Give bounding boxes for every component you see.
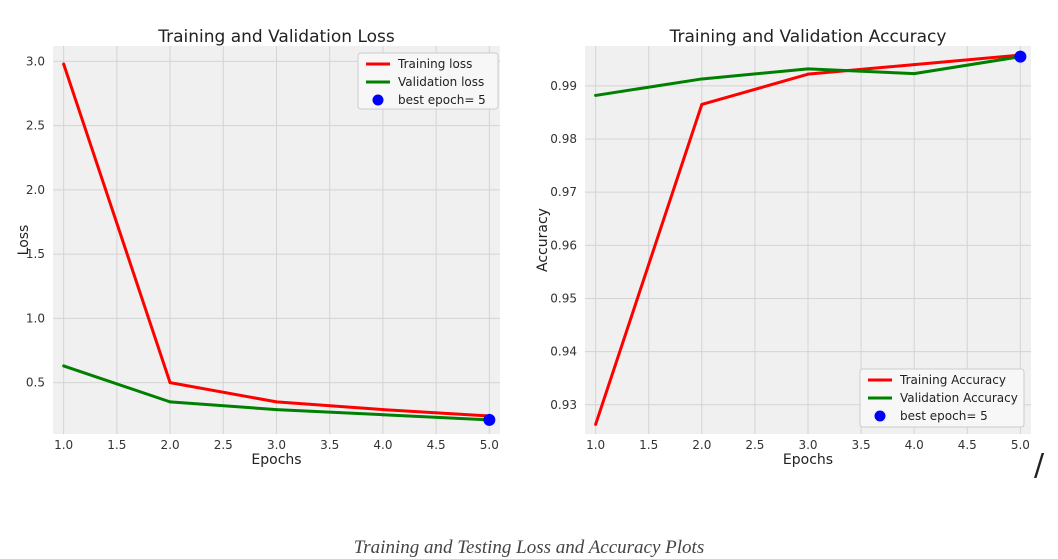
x-tick-label: 4.5 <box>427 438 446 452</box>
chart-accuracy: 1.0 1.5 2.0 2.5 3.0 3.5 4.0 4.5 5.0 0.93 0.94 0.95 0… <box>535 27 1031 468</box>
x-tick-label: 3.5 <box>320 438 339 452</box>
data-point <box>168 400 172 404</box>
legend-label: Validation loss <box>398 75 484 89</box>
x-tick-label: 1.5 <box>107 438 126 452</box>
data-point <box>912 72 916 76</box>
data-point <box>806 67 810 71</box>
x-tick-label: 3.5 <box>852 438 871 452</box>
x-tick-label: 4.0 <box>373 438 392 452</box>
data-point <box>275 400 278 404</box>
data-point <box>594 93 598 97</box>
y-axis-label: Accuracy <box>535 208 551 272</box>
legend-swatch <box>874 410 886 422</box>
y-tick-label: 0.95 <box>550 291 577 305</box>
data-point <box>594 422 598 426</box>
x-tick-label: 1.0 <box>54 438 73 452</box>
data-point <box>62 364 66 368</box>
data-point <box>700 102 704 106</box>
legend-box <box>357 52 499 110</box>
legend: Training loss Validation loss best epoch= … <box>357 52 499 110</box>
y-tick-label: 3.0 <box>26 54 45 68</box>
legend-label: best epoch= 5 <box>900 409 988 423</box>
data-point <box>381 408 385 412</box>
x-tick-label: 1.5 <box>639 438 658 452</box>
y-tick-label: 1.5 <box>26 247 45 261</box>
x-tick-label: 2.0 <box>692 438 711 452</box>
x-tick-label: 2.0 <box>161 438 180 452</box>
y-tick-label: 0.93 <box>550 398 577 412</box>
chart-title: Training and Validation Accuracy <box>669 27 947 47</box>
legend-box <box>859 368 1025 428</box>
y-tick-label: 0.97 <box>550 185 577 199</box>
legend: Training Accuracy Validation Accuracy best… <box>859 368 1025 428</box>
data-point <box>700 77 704 81</box>
best-epoch-marker <box>1014 50 1027 63</box>
x-tick-label: 3.0 <box>267 438 286 452</box>
x-axis-label: Epochs <box>251 452 301 468</box>
x-tick-label: 2.5 <box>745 438 764 452</box>
y-tick-label: 0.94 <box>550 345 577 359</box>
x-tick-label: 2.5 <box>214 438 233 452</box>
y-tick-label: 2.5 <box>26 119 45 133</box>
figure-caption: Training and Testing Loss and Accuracy P… <box>353 537 705 558</box>
y-tick-label: 0.96 <box>550 238 577 252</box>
x-tick-label: 1.0 <box>586 438 605 452</box>
x-tick-label: 5.0 <box>480 438 499 452</box>
x-axis-label: Epochs <box>783 452 833 468</box>
data-point <box>168 381 172 385</box>
y-tick-label: 0.98 <box>550 132 577 146</box>
data-point <box>275 408 278 412</box>
data-point <box>381 413 385 417</box>
legend-label: best epoch= 5 <box>398 93 486 107</box>
y-axis-label: Loss <box>16 225 32 256</box>
chart-title: Training and Validation Loss <box>157 27 395 47</box>
best-epoch-marker <box>483 413 496 426</box>
x-tick-label: 4.0 <box>905 438 924 452</box>
legend-label: Training loss <box>397 57 472 71</box>
data-point <box>912 63 916 67</box>
legend-label: Validation Accuracy <box>900 391 1018 405</box>
legend-label: Training Accuracy <box>899 373 1006 387</box>
y-tick-label: 0.99 <box>550 79 577 93</box>
legend-swatch <box>372 94 384 106</box>
x-tick-label: 4.5 <box>958 438 977 452</box>
y-tick-label: 1.0 <box>26 311 45 325</box>
chart-loss: 1.0 1.5 2.0 2.5 3.0 3.5 4.0 4.5 5.0 0.5 1.0 1.5 2.0 2… <box>16 27 500 468</box>
x-tick-label: 5.0 <box>1011 438 1030 452</box>
y-tick-label: 0.5 <box>26 376 45 390</box>
figure: 1.0 1.5 2.0 2.5 3.0 3.5 4.0 4.5 5.0 0.5 1.0 1.5 2.0 2… <box>16 27 1031 468</box>
stray-slash-mark: / <box>1034 448 1045 483</box>
y-tick-label: 2.0 <box>26 183 45 197</box>
x-tick-label: 3.0 <box>798 438 817 452</box>
data-point <box>62 62 66 66</box>
data-point <box>806 72 810 76</box>
